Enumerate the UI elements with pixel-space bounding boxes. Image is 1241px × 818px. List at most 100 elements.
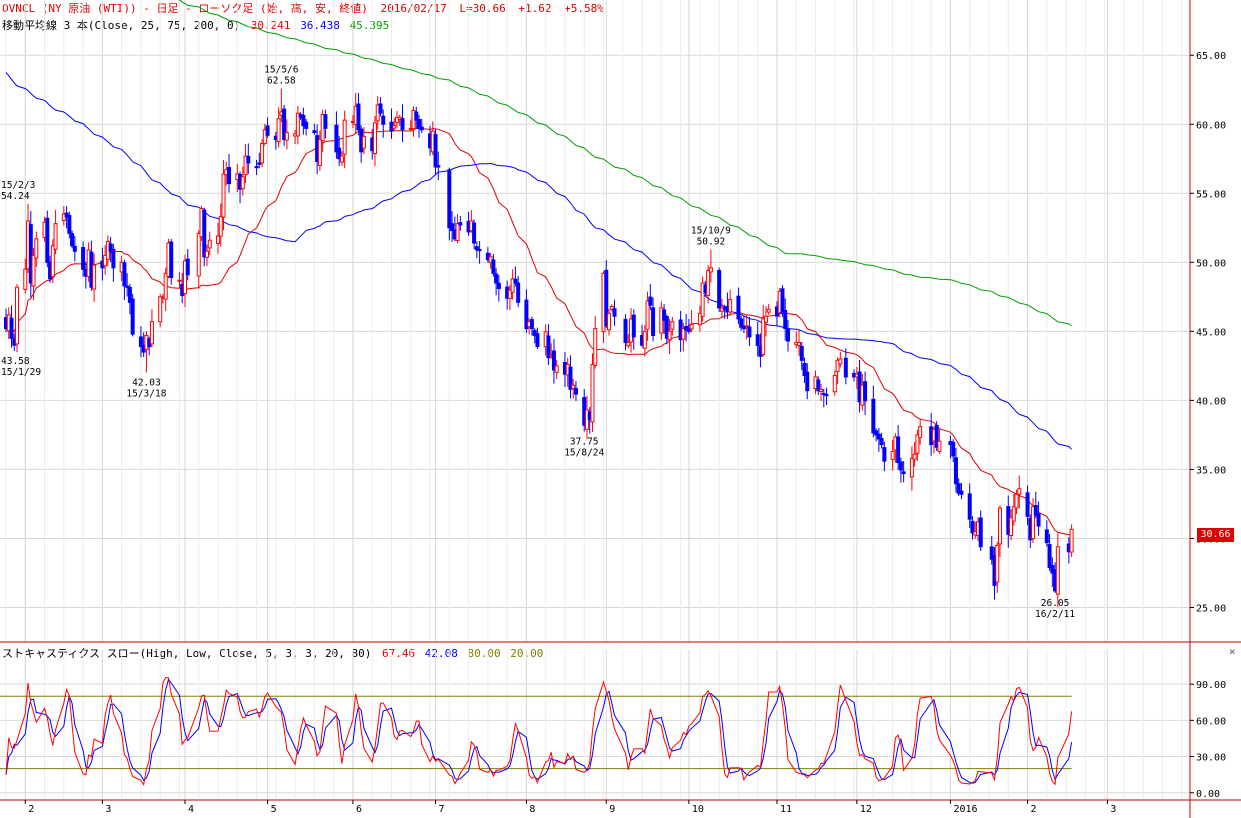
candle-body <box>158 296 163 323</box>
candle-body <box>882 447 887 462</box>
x-tick-label: 7 <box>439 804 445 815</box>
candle-body <box>67 214 72 234</box>
candle-body <box>334 124 339 153</box>
x-tick-label: 6 <box>356 804 362 815</box>
candle-body <box>995 544 1000 583</box>
candle-body <box>554 365 559 373</box>
candle-body <box>532 329 537 336</box>
x-tick-label: 4 <box>188 804 194 815</box>
candle-body <box>623 318 628 343</box>
candle-body <box>824 394 829 397</box>
candle-body <box>819 388 824 393</box>
candle-body <box>381 115 386 125</box>
candle-body <box>304 121 309 129</box>
candle-body <box>912 453 917 460</box>
candle-body <box>111 248 116 269</box>
candle-body <box>631 314 636 338</box>
x-tick-label: 3 <box>105 804 111 815</box>
candle-body <box>9 317 14 339</box>
y-tick-label: 40.00 <box>1196 396 1226 407</box>
candle-body <box>163 272 168 300</box>
candle-body <box>1047 544 1052 568</box>
candle-body <box>797 341 802 346</box>
candle-body <box>301 114 306 127</box>
x-tick-label: 3 <box>1110 804 1116 815</box>
candle-body <box>125 285 130 288</box>
candle-body <box>651 307 656 336</box>
candle-body <box>202 209 207 258</box>
annotation-date: 15/5/6 <box>264 65 299 76</box>
candle-body <box>706 270 711 296</box>
ma75-value: 36.438 <box>300 19 340 32</box>
candle-body <box>317 138 322 166</box>
candle-body <box>571 384 576 390</box>
candle-body <box>138 336 143 348</box>
candle-body <box>240 176 245 190</box>
candle-body <box>626 341 631 347</box>
stoch-k-value: 67.46 <box>382 647 416 660</box>
candle-body <box>529 319 534 330</box>
annotation-price: 26.05 <box>1041 598 1070 609</box>
candle-body <box>970 520 975 534</box>
candle-body <box>843 357 848 378</box>
stoch-k-line <box>5 677 1073 787</box>
candle-body <box>832 375 837 393</box>
candle-body <box>681 328 686 340</box>
candle-body <box>835 359 840 373</box>
candle-body <box>1033 505 1038 516</box>
candle-body <box>169 241 174 279</box>
ma-legend: 移動平均線 3 本(Close, 25, 75, 200, 0) 30.241 … <box>2 19 395 32</box>
candle-body <box>254 166 259 169</box>
candle-body <box>763 315 768 323</box>
x-tick-label: 11 <box>780 804 792 815</box>
candle-body <box>205 250 210 258</box>
header-last: L=30.66 <box>459 2 506 15</box>
close-indicator-button[interactable]: × <box>1229 645 1236 658</box>
candle-body <box>535 333 540 348</box>
candle-body <box>689 323 694 330</box>
candle-body <box>414 111 419 121</box>
candle-body <box>967 493 972 520</box>
stoch-y-tick-label: 30.00 <box>1196 753 1226 764</box>
candle-body <box>736 295 741 320</box>
candle-body <box>551 350 556 371</box>
annotation-date: 15/1/29 <box>1 367 41 378</box>
candle-body <box>697 312 702 326</box>
candle-body <box>419 126 424 131</box>
candle-body <box>1031 506 1036 540</box>
y-tick-label: 55.00 <box>1196 189 1226 200</box>
candle-body <box>785 328 790 342</box>
candle-body <box>604 269 609 327</box>
candle-body <box>323 114 328 129</box>
grid <box>0 0 1190 800</box>
candle-body <box>243 155 248 176</box>
candle-body <box>361 136 366 149</box>
candle-body <box>1011 506 1016 522</box>
stoch-y-tick-label: 60.00 <box>1196 716 1226 727</box>
candle-body <box>838 358 843 365</box>
stoch-label: ストキャスティクス スロー(High, Low, Close, 5, 3, 3,… <box>2 647 372 660</box>
candle-body <box>372 122 377 155</box>
candle-body <box>400 118 405 131</box>
candle-body <box>590 363 595 423</box>
candle-body <box>1014 493 1019 509</box>
candle-body <box>182 260 187 294</box>
candle-body <box>766 308 771 313</box>
candle-body <box>458 222 463 226</box>
y-tick-label: 25.00 <box>1196 603 1226 614</box>
candle-body <box>821 392 826 395</box>
candle-body <box>149 321 154 345</box>
candle-body <box>218 216 223 237</box>
candle-body <box>53 223 58 250</box>
annotation-date: 15/2/3 <box>1 180 35 191</box>
candle-body <box>510 278 515 293</box>
candle-body <box>284 132 289 141</box>
candle-body <box>642 330 647 349</box>
stoch-y-tick-label: 90.00 <box>1196 680 1226 691</box>
candle-body <box>876 433 881 440</box>
candle-body <box>863 381 868 402</box>
annotation-price: 42.03 <box>132 377 161 388</box>
candle-body <box>648 296 653 306</box>
candle-body <box>246 155 251 164</box>
